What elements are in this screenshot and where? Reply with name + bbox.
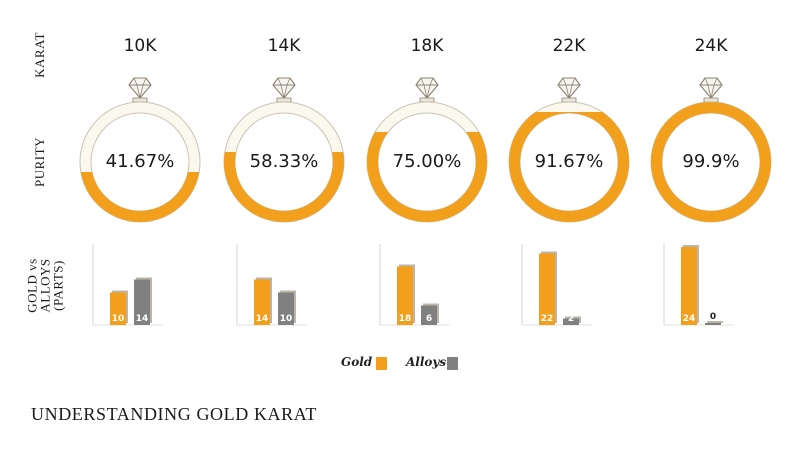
- diamond-icon-22k: [557, 77, 581, 99]
- bar-value-label-alloys-10k: 14: [136, 314, 149, 324]
- ring-setting-10k: [132, 97, 148, 103]
- bar-value-label-gold-22k: 22: [541, 314, 554, 324]
- bar-value-label-alloys-18k: 6: [426, 314, 432, 324]
- bar-value-label-gold-10k: 10: [112, 314, 125, 324]
- page-title: UNDERSTANDING GOLD KARAT: [31, 404, 317, 424]
- karat-title-22k: 22K: [552, 36, 586, 56]
- bar-value-label-alloys-14k: 10: [280, 314, 293, 324]
- legend-alloys-label: Alloys: [406, 355, 447, 369]
- bar-value-label-alloys-22k: 2: [568, 314, 574, 324]
- ring-gold-fill-18k: [367, 132, 487, 222]
- bar-value-label-gold-18k: 18: [399, 314, 412, 324]
- legend-gold-label: Gold: [341, 355, 373, 369]
- ring-gold-fill-14k: [224, 152, 344, 222]
- diamond-icon-18k: [415, 77, 439, 99]
- ring-gold-fill-10k: [80, 171, 200, 222]
- bar-gold-14k: [254, 279, 270, 325]
- purity-value-22k: 91.67%: [534, 151, 604, 172]
- karat-title-18k: 18K: [410, 36, 444, 56]
- bar-gold-22k: [539, 253, 555, 325]
- bar-value-label-alloys-24k: 0: [710, 312, 716, 322]
- diamond-icon-14k: [272, 77, 296, 99]
- bar-gold-24k: [681, 247, 697, 325]
- purity-value-14k: 58.33%: [249, 151, 319, 172]
- karat-title-14k: 14K: [267, 36, 301, 56]
- ring-setting-18k: [419, 97, 435, 103]
- bar-value-label-gold-24k: 24: [683, 314, 696, 324]
- bar-alloys-22k: [563, 318, 579, 325]
- bar-alloys-14k: [278, 292, 294, 325]
- karat-title-10k: 10K: [123, 36, 157, 56]
- bar-alloys-18k: [421, 305, 437, 325]
- karat-title-24k: 24K: [694, 36, 728, 56]
- diamond-icon-10k: [128, 77, 152, 99]
- ring-gold-fill-22k: [509, 111, 629, 222]
- bar-shadow-alloys-24k: [707, 321, 723, 323]
- bar-alloys-10k: [134, 279, 150, 325]
- legend-alloys-swatch: [447, 357, 458, 370]
- bar-alloys-24k: [705, 323, 721, 325]
- ring-setting-14k: [276, 97, 292, 103]
- purity-value-24k: 99.9%: [682, 151, 740, 172]
- legend-gold-swatch: [376, 357, 387, 370]
- bar-gold-18k: [397, 266, 413, 325]
- ring-gold-fill-24k: [651, 102, 771, 222]
- bar-gold-10k: [110, 292, 126, 325]
- purity-value-18k: 75.00%: [392, 151, 462, 172]
- purity-value-10k: 41.67%: [105, 151, 175, 172]
- ring-setting-22k: [561, 97, 577, 103]
- bar-value-label-gold-14k: 14: [256, 314, 269, 324]
- ring-setting-24k: [703, 97, 719, 103]
- diamond-icon-24k: [699, 77, 723, 99]
